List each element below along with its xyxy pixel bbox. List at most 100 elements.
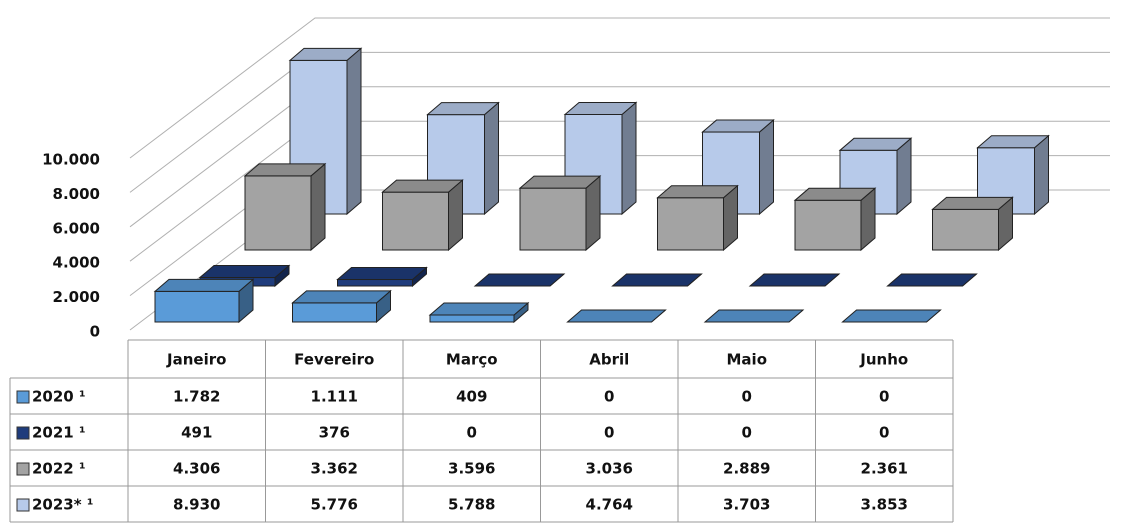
- bar-side: [484, 101, 499, 216]
- bar: [931, 196, 1014, 252]
- table-cell: 0: [604, 388, 614, 406]
- table-cell: 8.930: [173, 496, 220, 514]
- bar: [291, 289, 392, 324]
- bar-top: [336, 267, 428, 281]
- legend-label: 2022 ¹: [32, 460, 86, 478]
- legend-label: 2020 ¹: [32, 388, 86, 406]
- bar: [153, 278, 255, 324]
- legend-swatch: [16, 462, 30, 476]
- table-cell: 3.596: [448, 460, 495, 478]
- bar-top: [838, 137, 913, 151]
- bar-side: [1034, 134, 1049, 216]
- table-cell: 0: [467, 424, 477, 442]
- bar-front: [657, 197, 724, 251]
- bar-front: [794, 199, 862, 251]
- bar-top: [198, 265, 291, 279]
- table-cell: 0: [879, 388, 889, 406]
- bar-top: [566, 309, 667, 323]
- bar: [518, 175, 602, 252]
- y-tick-label: 8.000: [53, 185, 100, 203]
- bar: [336, 266, 428, 288]
- table-cell: 1.111: [311, 388, 358, 406]
- bar-top: [703, 309, 805, 323]
- bar-front: [382, 191, 449, 251]
- bar: [243, 162, 327, 252]
- bar-side: [346, 47, 362, 216]
- bar: [793, 187, 877, 252]
- table-cell: 3.853: [861, 496, 908, 514]
- table-cell: 4.306: [173, 460, 220, 478]
- legend-swatch: [16, 390, 30, 404]
- bar-top: [886, 273, 978, 287]
- bar-top: [793, 187, 877, 201]
- y-tick-label: 10.000: [42, 151, 100, 169]
- bar-front: [154, 290, 240, 323]
- table-cell: 376: [319, 424, 350, 442]
- bar-front: [337, 279, 413, 287]
- bar-top: [426, 102, 500, 116]
- bar-top: [428, 302, 530, 316]
- bar-side: [621, 101, 637, 216]
- bar-side: [896, 137, 912, 216]
- bar-side: [585, 175, 601, 252]
- bar-top: [563, 101, 638, 115]
- x-tick-label: Abril: [589, 351, 629, 369]
- bar-front: [292, 302, 377, 323]
- bar-top: [656, 185, 739, 199]
- table-cell: 2.361: [861, 460, 908, 478]
- bar: [566, 309, 667, 323]
- bar: [838, 137, 913, 216]
- table-cell: 3.362: [311, 460, 358, 478]
- legend-swatch: [16, 426, 30, 440]
- x-tick-label: Março: [446, 351, 498, 369]
- bar-top: [931, 196, 1014, 210]
- bar: [841, 309, 942, 323]
- table-cell: 3.036: [586, 460, 633, 478]
- bar-front: [244, 175, 312, 251]
- table-cell: 5.776: [311, 496, 358, 514]
- bar-top: [288, 47, 363, 61]
- bar-top: [976, 135, 1050, 149]
- grid-line: [129, 17, 1110, 159]
- bar-top: [381, 179, 464, 193]
- bar: [428, 301, 530, 324]
- table-cell: 5.788: [448, 496, 495, 514]
- bar: [656, 184, 739, 252]
- bar-top: [243, 163, 327, 177]
- bar: [473, 273, 566, 287]
- bar-side: [310, 162, 326, 252]
- bar-top: [518, 175, 602, 189]
- bar-front: [932, 208, 999, 251]
- bar: [748, 273, 841, 287]
- y-tick-label: 2.000: [53, 288, 100, 306]
- legend-label: 2021 ¹: [32, 424, 86, 442]
- bar-front: [519, 187, 587, 251]
- table-cell: 2.889: [723, 460, 770, 478]
- bar-top: [473, 273, 566, 287]
- x-tick-label: Fevereiro: [294, 351, 374, 369]
- y-tick-label: 0: [90, 323, 100, 341]
- bar: [886, 273, 978, 287]
- x-tick-label: Janeiro: [166, 351, 226, 369]
- bar-top: [841, 309, 942, 323]
- y-tick-label: 4.000: [53, 254, 100, 272]
- table-cell: 409: [456, 388, 487, 406]
- bar-top: [701, 119, 775, 133]
- legend-swatch: [16, 498, 30, 512]
- bar-top: [291, 290, 392, 304]
- table-cell: 3.703: [723, 496, 770, 514]
- table-cell: 0: [604, 424, 614, 442]
- y-tick-label: 6.000: [53, 219, 100, 237]
- bar-front: [429, 314, 515, 323]
- bar-top: [153, 278, 255, 292]
- bar: [611, 273, 703, 287]
- x-tick-label: Maio: [727, 351, 768, 369]
- table-cell: 491: [181, 424, 212, 442]
- table-cell: 0: [879, 424, 889, 442]
- bar: [703, 309, 805, 323]
- table-cell: 4.764: [586, 496, 633, 514]
- table-cell: 1.782: [173, 388, 220, 406]
- table-cell: 0: [742, 388, 752, 406]
- bar: [381, 179, 464, 252]
